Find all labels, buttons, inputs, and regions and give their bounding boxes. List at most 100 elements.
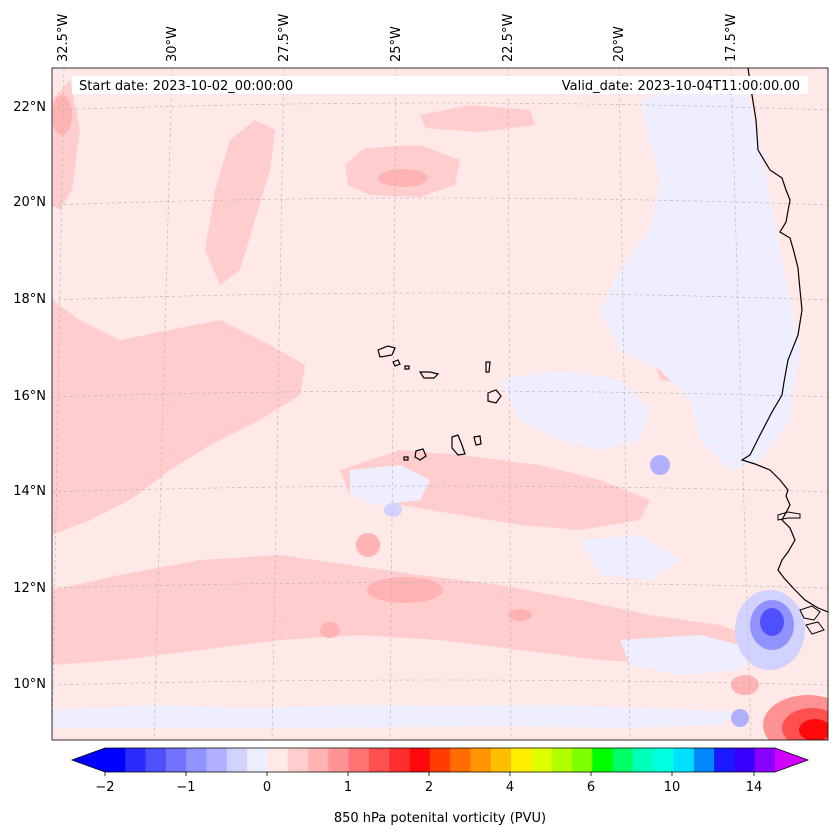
colorbar-cell xyxy=(653,748,674,772)
pv-contours-high-positive xyxy=(763,695,828,740)
info-bar xyxy=(72,76,808,94)
gridline-lat xyxy=(52,485,828,493)
map-panel: Start date: 2023-10-02_00:00:00 Valid_da… xyxy=(52,68,828,740)
pv-contour-cell xyxy=(731,709,749,727)
colorbar-cells xyxy=(105,748,776,772)
pv-contour-band xyxy=(420,105,535,132)
colorbar-cell xyxy=(551,748,573,772)
colorbar-cell xyxy=(429,748,451,772)
colorbar-cell xyxy=(308,748,329,772)
colorbar-tick-label: 0 xyxy=(263,780,271,795)
lon-label: 30°W xyxy=(165,26,180,62)
island-maio xyxy=(473,435,482,446)
island-brava xyxy=(403,456,409,461)
lon-label: 32.5°W xyxy=(56,14,71,62)
africa-coastline xyxy=(740,68,828,613)
colorbar-cell xyxy=(693,748,715,772)
colorbar: −2 −1 0 1 2 4 6 10 14 850 hPa potenital … xyxy=(70,747,810,826)
colorbar-tick-label: 1 xyxy=(344,780,352,795)
gridline-lon xyxy=(153,68,173,740)
colorbar-tick-labels: −2 −1 0 1 2 4 6 10 14 xyxy=(95,780,762,795)
lon-label: 20°W xyxy=(612,26,627,62)
island-sal xyxy=(485,361,491,373)
colorbar-over-arrow xyxy=(775,748,808,772)
pv-contour-cell xyxy=(384,503,402,517)
colorbar-cell xyxy=(105,748,126,772)
lon-label: 25°W xyxy=(389,26,404,62)
colorbar-cell xyxy=(145,748,167,772)
colorbar-cell xyxy=(612,748,634,772)
pv-contours-negative xyxy=(384,455,805,727)
island-sao-vicente xyxy=(392,359,401,367)
pv-contour-band xyxy=(580,535,680,580)
colorbar-cell xyxy=(592,748,614,772)
gridline-lon xyxy=(730,68,752,740)
pv-contour-cell xyxy=(760,608,784,636)
gridline-lat xyxy=(52,197,828,206)
pv-contour-cell xyxy=(367,577,443,603)
gridline-lat xyxy=(52,582,828,589)
colorbar-under-arrow xyxy=(72,748,105,772)
pv-contour-cell xyxy=(52,95,72,135)
colorbar-tick-label: 2 xyxy=(425,780,433,795)
lat-label: 22°N xyxy=(13,100,46,115)
colorbar-tick-label: 14 xyxy=(746,780,763,795)
colorbar-tick-label: 10 xyxy=(664,780,681,795)
island-boa-vista xyxy=(487,389,502,404)
colorbar-cell xyxy=(632,748,654,772)
colorbar-cell xyxy=(165,748,187,772)
colorbar-cell xyxy=(754,748,776,772)
pv-contour-cell xyxy=(378,169,428,187)
valid-date-label: Valid_date: 2023-10-04T11:00:00.00 xyxy=(562,79,800,94)
colorbar-cell xyxy=(714,748,735,772)
pv-contour-band xyxy=(350,465,430,505)
bissagos-outline xyxy=(799,605,825,635)
colorbar-cell xyxy=(470,748,492,772)
gridline-lon xyxy=(618,68,631,740)
colorbar-cell xyxy=(328,748,350,772)
colorbar-label: 850 hPa potenital vorticity (PVU) xyxy=(334,811,546,826)
lat-label: 12°N xyxy=(13,581,46,596)
colorbar-cell xyxy=(125,748,147,772)
pv-contour-band xyxy=(52,555,760,665)
colorbar-cell xyxy=(226,748,248,772)
gridlines xyxy=(52,68,828,740)
island-santiago xyxy=(451,434,466,456)
colorbar-cell xyxy=(206,748,228,772)
gambia-outline xyxy=(777,511,801,521)
map-frame xyxy=(51,67,829,741)
colorbar-cell xyxy=(389,748,411,772)
colorbar-tick-label: 6 xyxy=(587,780,595,795)
pv-contours-low-negative xyxy=(52,85,800,728)
pv-contour-cell xyxy=(320,622,340,638)
colorbar-tick-label: −1 xyxy=(176,780,195,795)
lat-label: 14°N xyxy=(13,484,46,499)
pv-contour-cell xyxy=(356,533,380,557)
pv-contour-band xyxy=(52,300,305,535)
gridline-lat xyxy=(52,292,828,301)
island-fogo xyxy=(414,448,427,461)
gridline-lon xyxy=(271,68,285,740)
pv-contours-mid-positive xyxy=(52,95,759,695)
pv-contour-cell xyxy=(731,675,759,695)
start-date-label: Start date: 2023-10-02_00:00:00 xyxy=(79,79,293,94)
pv-contour-cell xyxy=(799,719,828,740)
lat-label: 10°N xyxy=(13,677,46,692)
island-sao-nicolau xyxy=(418,371,440,379)
lon-label: 17.5°W xyxy=(724,14,739,62)
pv-contour-cell xyxy=(650,455,670,475)
lat-label: 16°N xyxy=(13,389,46,404)
colorbar-cell xyxy=(450,748,471,772)
gridline-lon xyxy=(52,68,65,740)
colorbar-cell xyxy=(267,748,289,772)
pv-contour-band xyxy=(340,450,650,530)
colorbar-cell xyxy=(511,748,532,772)
pv-contour-band xyxy=(600,85,800,470)
pv-contour-band xyxy=(205,120,275,285)
gridline-lon xyxy=(389,68,397,740)
island-santa-luzia xyxy=(404,365,410,370)
colorbar-cell xyxy=(490,748,512,772)
colorbar-cell xyxy=(348,748,370,772)
colorbar-cell xyxy=(531,748,553,772)
